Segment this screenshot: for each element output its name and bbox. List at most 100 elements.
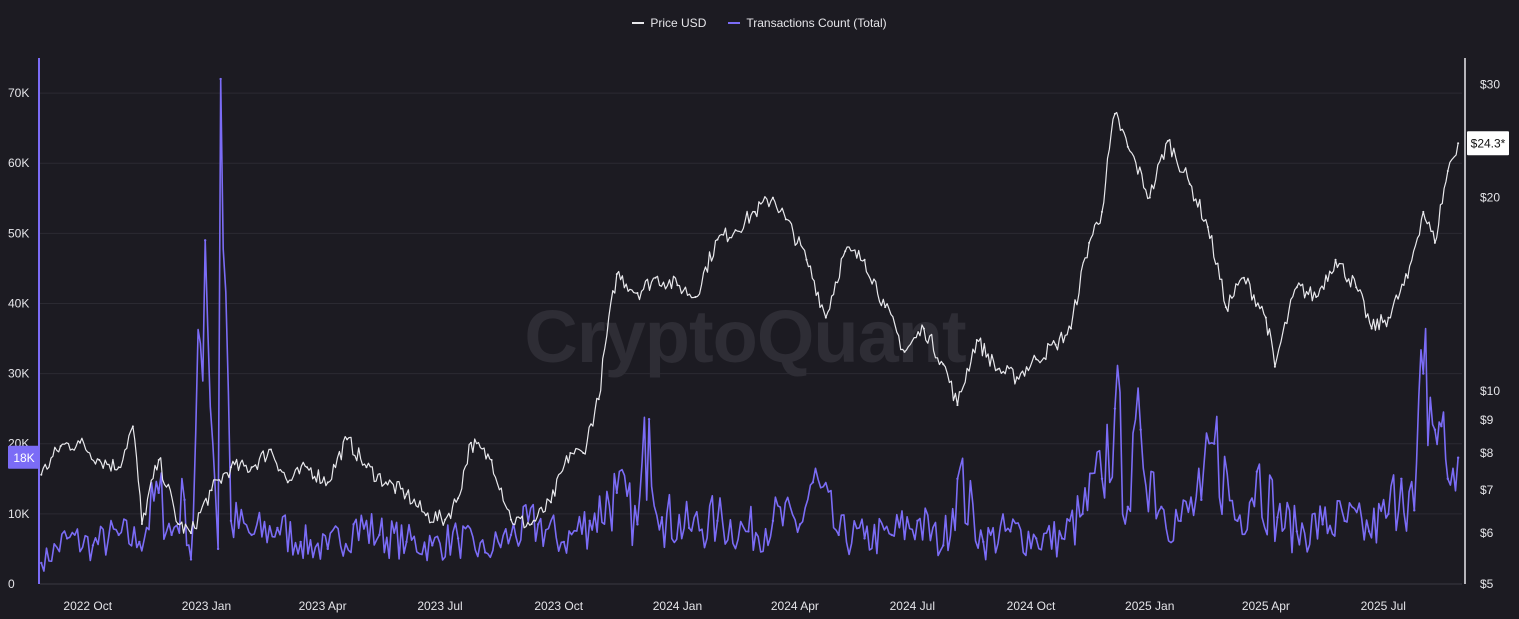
right-axis-tick-1: $6	[1480, 526, 1494, 540]
price-point-44	[844, 250, 847, 253]
transactions-point-67	[1433, 428, 1437, 431]
price-point-69	[1295, 286, 1298, 289]
price-point-30	[582, 451, 585, 454]
transactions-point-3	[117, 533, 120, 537]
transactions-point-64	[1400, 477, 1403, 480]
price-point-78	[1446, 170, 1449, 173]
transactions-point-55	[1213, 442, 1216, 445]
transactions-point-37	[837, 533, 840, 537]
transactions-point-39	[890, 533, 893, 537]
price-point-21	[424, 514, 427, 517]
transactions-point-68	[1440, 425, 1443, 428]
x-axis-tick-4: 2023 Oct	[534, 599, 583, 613]
transactions-point-31	[687, 526, 691, 530]
transactions-point-35	[798, 523, 802, 526]
x-axis-tick-5: 2024 Jan	[653, 599, 702, 613]
x-axis-tick-1: 2023 Jan	[182, 599, 231, 613]
right-current-value-label: $24.3*	[1471, 136, 1506, 150]
price-point-51	[975, 338, 978, 341]
price-point-29	[569, 451, 572, 454]
x-axis-tick-11: 2025 Jul	[1361, 599, 1406, 613]
price-point-27	[530, 523, 533, 526]
transactions-point-52	[1160, 505, 1163, 509]
x-axis-tick-2: 2023 Apr	[299, 599, 347, 613]
price-point-6	[140, 523, 143, 526]
x-axis-tick-8: 2024 Oct	[1007, 599, 1056, 613]
transactions-point-12	[229, 519, 233, 523]
price-point-52	[996, 368, 999, 371]
watermark: CryptoQuant	[524, 295, 966, 378]
price-point-77	[1433, 241, 1436, 244]
transactions-point-61	[1343, 519, 1346, 523]
transactions-point-59	[1295, 530, 1299, 533]
transactions-point-16	[326, 547, 329, 551]
right-current-value-badge	[1467, 131, 1509, 156]
transactions-point-34	[771, 519, 775, 523]
price-point-18	[365, 466, 368, 469]
right-axis-tick-6: $20	[1480, 191, 1500, 205]
transactions-point-60	[1321, 523, 1324, 526]
price-point-70	[1315, 296, 1318, 299]
price-point-37	[716, 238, 719, 241]
price-point-75	[1406, 276, 1409, 279]
x-axis-tick-10: 2025 Apr	[1242, 599, 1290, 613]
series-line-price	[40, 111, 1459, 534]
transactions-point-36	[811, 481, 815, 484]
price-point-57	[1088, 241, 1091, 244]
price-point-11	[229, 466, 232, 469]
transactions-point-28	[636, 523, 639, 526]
price-point-76	[1422, 210, 1425, 213]
left-axis-tick-5: 50K	[8, 226, 29, 240]
price-point-34	[654, 276, 657, 279]
x-axis-tick-0: 2022 Oct	[63, 599, 112, 613]
transactions-point-48	[1100, 477, 1104, 480]
price-point-41	[784, 218, 787, 221]
transactions-point-9	[203, 239, 207, 242]
price-point-62	[1166, 140, 1169, 143]
price-point-42	[805, 258, 808, 261]
legend-item-price[interactable]: Price USD	[632, 16, 706, 30]
transactions-point-11	[219, 77, 222, 81]
price-point-49	[942, 363, 945, 366]
price-point-1	[59, 445, 62, 448]
x-axis-tick-6: 2024 Apr	[771, 599, 819, 613]
price-point-56	[1070, 327, 1073, 330]
price-point-14	[286, 481, 289, 484]
right-axis-tick-7: $30	[1480, 78, 1500, 92]
left-current-value-badge	[8, 445, 40, 469]
price-point-16	[326, 481, 329, 484]
transactions-point-43	[982, 540, 985, 544]
transactions-point-58	[1276, 516, 1279, 519]
price-point-72	[1355, 286, 1358, 289]
price-point-43	[824, 316, 827, 319]
transactions-point-25	[562, 540, 566, 544]
left-axis-tick-4: 40K	[8, 296, 29, 310]
transactions-point-21	[456, 537, 460, 540]
price-point-15	[306, 466, 309, 469]
right-axis-tick-3: $8	[1480, 446, 1494, 460]
price-point-23	[457, 497, 460, 500]
price-point-59	[1113, 112, 1116, 115]
transactions-point-13	[250, 533, 253, 537]
price-point-2	[79, 441, 82, 444]
price-point-17	[346, 438, 349, 441]
price-point-65	[1224, 306, 1227, 309]
transactions-point-19	[405, 540, 408, 544]
transactions-point-70	[1456, 456, 1460, 459]
transactions-point-62	[1367, 530, 1371, 533]
price-point-38	[734, 229, 737, 232]
legend-item-transactions[interactable]: Transactions Count (Total)	[728, 16, 887, 30]
price-point-5	[131, 425, 134, 428]
transactions-point-14	[276, 526, 279, 530]
transactions-point-5	[157, 491, 160, 495]
right-axis-tick-5: $10	[1480, 384, 1500, 398]
transactions-point-29	[647, 417, 651, 421]
transactions-point-15	[299, 540, 302, 544]
price-point-47	[903, 350, 906, 353]
transactions-point-6	[170, 533, 173, 537]
transactions-point-65	[1413, 509, 1416, 512]
price-point-55	[1054, 343, 1057, 346]
price-point-46	[884, 306, 887, 309]
price-point-7	[157, 459, 160, 462]
